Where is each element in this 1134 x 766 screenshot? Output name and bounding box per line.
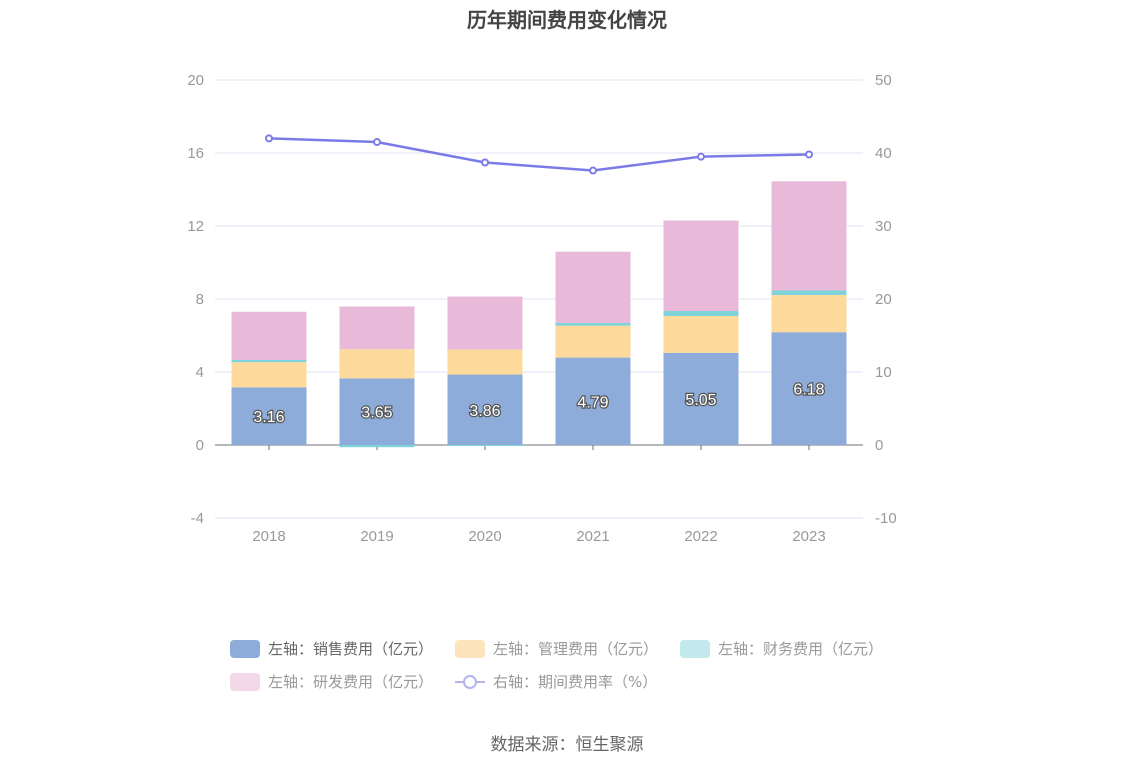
left-axis-tick-label: -4 bbox=[191, 510, 204, 527]
rate-line-point bbox=[265, 134, 273, 143]
legend-swatch-admin bbox=[455, 639, 486, 658]
bar-data-label: 3.65 bbox=[361, 405, 392, 422]
rate-line-point bbox=[805, 150, 813, 159]
bar-segment bbox=[771, 294, 847, 333]
bar-segment bbox=[339, 378, 415, 445]
bar-data-label: 5.05 bbox=[685, 392, 716, 409]
bar-segment bbox=[771, 181, 847, 291]
bar-segment bbox=[339, 306, 415, 350]
legend-label-rd: 左轴：研发费用（亿元） bbox=[268, 673, 434, 691]
bar-data-label: 3.16 bbox=[253, 409, 284, 426]
right-axis-tick-label: 10 bbox=[875, 364, 892, 381]
legend-swatch-finance bbox=[680, 639, 711, 658]
bar-segment bbox=[771, 332, 847, 445]
rate-line-point bbox=[481, 158, 489, 167]
legend-label-rate: 右轴：期间费用率（%） bbox=[493, 673, 658, 691]
bar-segment bbox=[231, 311, 307, 360]
left-axis-tick-label: 8 bbox=[196, 291, 204, 308]
bar-segment bbox=[339, 349, 415, 379]
right-axis-tick-label: 20 bbox=[875, 291, 892, 308]
bar-segment bbox=[447, 349, 523, 375]
bar-segment bbox=[339, 445, 415, 448]
bar-data-label: 6.18 bbox=[793, 382, 824, 399]
legend-item-rd[interactable]: 左轴：研发费用（亿元） bbox=[230, 671, 433, 692]
bar-segment bbox=[447, 374, 523, 445]
left-axis-tick-label: 12 bbox=[187, 218, 204, 235]
bar-segment bbox=[231, 362, 307, 388]
x-axis-tick-label: 2023 bbox=[792, 528, 825, 545]
left-axis-tick-label: 4 bbox=[196, 364, 204, 381]
bar-data-label: 3.86 bbox=[469, 403, 500, 420]
rate-line-point bbox=[589, 166, 597, 175]
legend: 左轴：销售费用（亿元） 左轴：管理费用（亿元） 左轴：财务费用（亿元） 左轴：研… bbox=[230, 632, 930, 698]
x-axis-tick-label: 2022 bbox=[684, 528, 717, 545]
rate-line-point bbox=[373, 138, 381, 147]
bar-segment bbox=[231, 359, 307, 363]
x-axis-tick-label: 2020 bbox=[468, 528, 501, 545]
bar-segment bbox=[663, 352, 739, 445]
bar-segment bbox=[663, 311, 739, 316]
bar-segment bbox=[663, 220, 739, 312]
x-axis-tick-label: 2019 bbox=[360, 528, 393, 545]
legend-swatch-sales bbox=[230, 639, 260, 658]
bar-segment bbox=[555, 251, 631, 323]
bar-segment bbox=[555, 357, 631, 445]
right-axis-tick-label: -10 bbox=[875, 510, 897, 527]
right-axis-tick-label: 30 bbox=[875, 218, 892, 235]
legend-label-admin: 左轴：管理费用（亿元） bbox=[493, 640, 659, 658]
right-axis-tick-label: 40 bbox=[875, 145, 892, 162]
bar-segment bbox=[555, 322, 631, 326]
left-axis-tick-label: 0 bbox=[196, 437, 204, 454]
bar-segment bbox=[771, 290, 847, 295]
bar-segment bbox=[555, 325, 631, 358]
data-source: 数据来源：恒生聚源 bbox=[490, 735, 644, 755]
bar-segment bbox=[447, 296, 523, 350]
chart-title: 历年期间费用变化情况 bbox=[467, 8, 667, 32]
bar-data-label: 4.79 bbox=[577, 394, 608, 411]
x-axis-tick-label: 2021 bbox=[576, 528, 609, 545]
legend-swatch-rd bbox=[230, 672, 260, 691]
legend-item-rate[interactable]: 右轴：期间费用率（%） bbox=[455, 671, 657, 692]
left-axis-tick-label: 20 bbox=[187, 72, 204, 89]
chart-area: 201612840-450403020100-1020183.1620193.6… bbox=[187, 72, 897, 545]
right-axis-tick-label: 50 bbox=[875, 72, 892, 89]
bar-segment bbox=[447, 445, 523, 446]
legend-label-sales: 左轴：销售费用（亿元） bbox=[268, 640, 434, 658]
legend-label-finance: 左轴：财务费用（亿元） bbox=[718, 640, 884, 658]
bar-segment bbox=[663, 315, 739, 353]
legend-item-sales[interactable]: 左轴：销售费用（亿元） bbox=[230, 638, 433, 659]
rate-line-point bbox=[697, 152, 705, 161]
bar-segment bbox=[231, 387, 307, 445]
right-axis-tick-label: 0 bbox=[875, 437, 883, 454]
legend-item-finance[interactable]: 左轴：财务费用（亿元） bbox=[680, 638, 883, 659]
x-axis-tick-label: 2018 bbox=[252, 528, 285, 545]
rate-line bbox=[268, 137, 810, 172]
left-axis-tick-label: 16 bbox=[187, 145, 204, 162]
legend-line-marker-icon bbox=[455, 674, 486, 689]
legend-item-admin[interactable]: 左轴：管理费用（亿元） bbox=[455, 638, 658, 659]
